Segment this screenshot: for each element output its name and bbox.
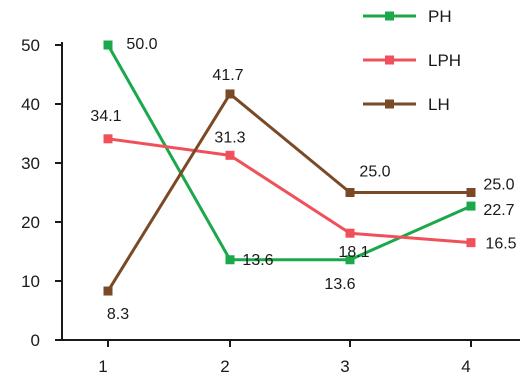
data-label-lph-3: 18.1 [338,244,369,261]
y-tick-label: 50 [21,36,40,55]
data-label-lph-1: 34.1 [90,108,121,125]
legend-item-lph: LPH [363,51,461,70]
y-tick-label: 40 [21,95,40,114]
x-tick-label: 4 [461,357,470,376]
x-tick-label: 2 [220,357,229,376]
x-tick-label: 1 [98,357,107,376]
legend-marker-lh [385,99,394,109]
data-point-ph-3 [345,255,355,265]
y-tick-label: 20 [21,213,40,232]
legend-marker-ph [385,11,394,21]
data-point-lph-3 [345,228,355,238]
legend-label-lph: LPH [428,51,461,70]
data-labels: 50.0 13.6 13.6 22.7 34.1 31.3 18.1 16.5 8.3 41.7 2… [90,36,516,323]
data-label-lh-1: 8.3 [107,306,129,323]
data-point-lph-1 [103,134,113,144]
data-label-lph-4: 16.5 [485,236,516,253]
data-label-lh-4: 25.0 [483,177,514,194]
data-point-ph-1 [103,40,113,50]
data-label-lph-2: 31.3 [214,129,245,146]
data-label-ph-4: 22.7 [483,202,514,219]
data-point-ph-4 [466,201,476,211]
series-line-lh [106,92,471,292]
series-markers [103,40,476,296]
data-label-lh-3: 25.0 [359,164,390,181]
legend-label-lh: LH [428,95,450,114]
data-point-lh-4 [466,188,476,197]
x-tick-label: 3 [340,357,349,376]
series-lines [106,44,472,292]
legend-item-lh: LH [363,95,450,114]
data-point-lh-3 [345,188,355,197]
axes: 0 10 20 30 40 50 1 2 3 4 [21,36,520,376]
legend-item-ph: PH [363,7,452,26]
series-line-ph [106,44,472,262]
data-point-ph-2 [225,255,235,265]
y-tick-label: 30 [21,154,40,173]
data-point-lh-2 [225,89,235,99]
data-label-ph-2: 13.6 [242,252,273,269]
data-label-ph-3: 13.6 [324,276,355,293]
y-tick-label: 10 [21,272,40,291]
data-point-lph-4 [466,238,476,248]
legend: PH LPH LH [363,7,461,114]
series-line-lph [107,137,472,245]
y-tick-label: 0 [31,331,40,350]
legend-marker-lph [385,55,394,65]
data-point-lh-1 [103,286,113,296]
data-label-ph-1: 50.0 [126,36,157,53]
legend-label-ph: PH [428,7,452,26]
data-label-lh-2: 41.7 [212,67,243,84]
data-point-lph-2 [225,150,235,160]
